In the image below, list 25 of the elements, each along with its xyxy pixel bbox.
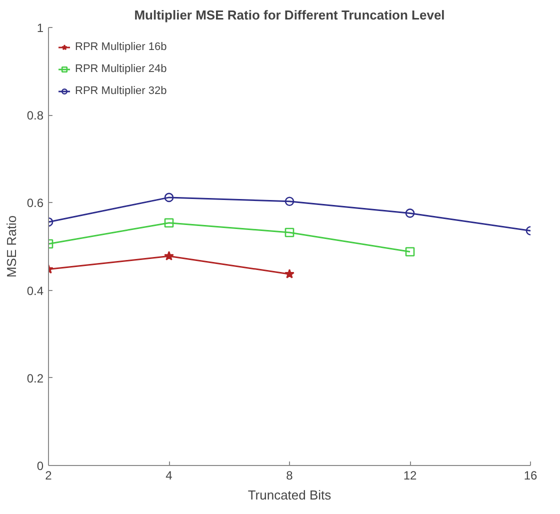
- legend-label: RPR Multiplier 16b: [75, 41, 167, 53]
- y-tick-label: 0.2: [26, 371, 44, 386]
- x-axis-title: Truncated Bits: [248, 488, 332, 502]
- x-tick-label: 4: [166, 468, 173, 482]
- x-tick-label: 12: [403, 468, 417, 482]
- x-tick-label: 2: [45, 468, 52, 482]
- point: [164, 250, 174, 260]
- y-tick-label: 0.8: [26, 108, 44, 123]
- point: [284, 228, 294, 238]
- point: [164, 218, 174, 228]
- point: [284, 196, 294, 206]
- y-axis-title: MSE Ratio: [4, 215, 19, 278]
- chart-title: Multiplier MSE Ratio for Different Truncation Level: [134, 8, 445, 22]
- legend-label: RPR Multiplier 24b: [75, 63, 167, 75]
- y-tick-label: 0: [36, 459, 44, 473]
- legend-label: RPR Multiplier 32b: [75, 85, 167, 97]
- point: [164, 192, 174, 202]
- y-tick-label: 0.4: [26, 284, 44, 298]
- point: [405, 208, 415, 218]
- point: [284, 268, 294, 278]
- y-tick-label: 0.6: [26, 196, 44, 210]
- x-tick-label: 8: [286, 468, 294, 482]
- y-tick-label: 1: [36, 21, 44, 35]
- x-tick-label: 16: [524, 468, 538, 482]
- point: [405, 247, 415, 256]
